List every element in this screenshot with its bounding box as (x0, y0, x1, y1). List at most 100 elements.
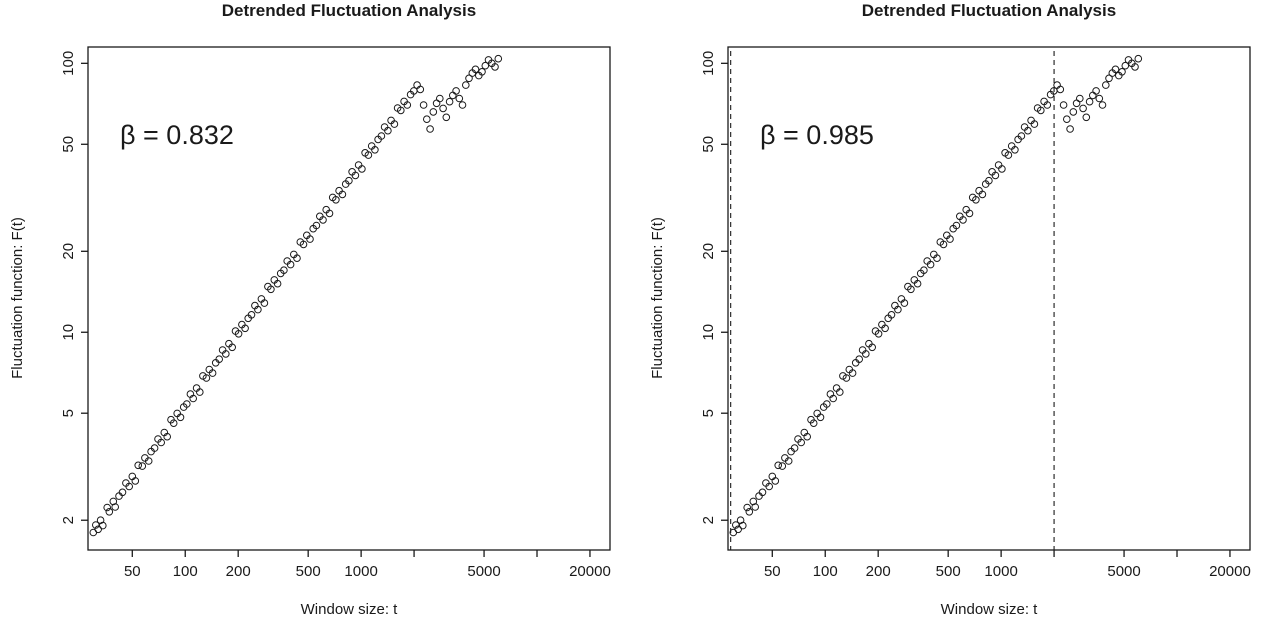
data-point (1076, 94, 1084, 103)
data-point (176, 413, 185, 422)
dfa-panel-left: Detrended Fluctuation Analysis Window si… (9, 1, 611, 618)
data-point (1059, 101, 1068, 109)
data-point (874, 330, 883, 338)
data-point (196, 388, 204, 396)
data-point (797, 438, 805, 447)
data-point (183, 400, 191, 408)
x-tick-label: 5000 (467, 563, 500, 580)
data-point (118, 488, 127, 497)
data-point (1111, 65, 1120, 74)
data-point (312, 221, 321, 230)
data-point (1118, 68, 1126, 76)
data-point (1043, 101, 1052, 109)
y-tick-label: 50 (60, 136, 77, 153)
dfa-chart-right-svg: Detrended Fluctuation Analysis Window si… (649, 1, 1251, 618)
x-tick-label: 5000 (1107, 563, 1140, 580)
data-point (848, 369, 857, 377)
dfa-chart-left-svg: Detrended Fluctuation Analysis Window si… (9, 1, 611, 618)
y-tick-label: 20 (700, 243, 717, 260)
data-point (881, 324, 889, 333)
data-point (1121, 61, 1130, 70)
data-point (933, 254, 941, 263)
data-point (913, 279, 922, 288)
data-point (163, 432, 171, 441)
data-point (94, 525, 102, 534)
data-point (228, 343, 236, 352)
y-tick-label: 2 (700, 516, 717, 524)
data-point (449, 91, 457, 100)
data-point (743, 503, 751, 512)
data-point (494, 54, 503, 63)
data-point (900, 299, 909, 307)
data-point (920, 266, 928, 275)
data-point (150, 444, 159, 452)
x-tick-label: 1000 (984, 563, 1017, 580)
data-point (758, 488, 767, 497)
data-point (364, 151, 373, 159)
x-tick-label: 100 (173, 563, 198, 580)
data-point (855, 355, 863, 364)
data-point (1089, 91, 1097, 100)
y-tick-label: 50 (700, 136, 717, 153)
data-point (138, 462, 147, 470)
data-point (458, 101, 467, 109)
data-point (771, 477, 780, 485)
data-point (105, 508, 114, 516)
data-point (991, 171, 1000, 180)
y-tick-label: 10 (60, 324, 77, 341)
data-point (939, 240, 948, 249)
data-point (734, 525, 742, 534)
data-point (868, 343, 876, 352)
data-point (241, 324, 249, 333)
data-point (978, 190, 987, 199)
data-point (774, 461, 782, 470)
data-point (1092, 87, 1100, 95)
y-tick-label: 20 (60, 243, 77, 260)
data-point (462, 81, 470, 89)
data-point (125, 482, 133, 491)
data-point (111, 503, 119, 511)
data-point (338, 190, 347, 199)
beta-annotation: β = 0.985 (760, 120, 874, 150)
data-point (293, 254, 301, 263)
data-point (332, 196, 340, 204)
chart-title: Detrended Fluctuation Analysis (862, 1, 1116, 20)
data-point (1082, 113, 1091, 122)
data-point (1102, 81, 1110, 89)
y-tick-label: 5 (700, 409, 717, 417)
x-tick-label: 50 (124, 563, 141, 580)
data-point (894, 305, 902, 314)
data-point (445, 97, 454, 106)
data-point (247, 311, 256, 319)
data-point (452, 87, 460, 95)
data-point (384, 126, 392, 135)
data-point (809, 419, 818, 428)
data-point (432, 99, 441, 108)
data-point (115, 492, 123, 500)
data-point (169, 419, 178, 428)
data-point (887, 311, 896, 319)
data-point (351, 171, 360, 180)
data-point (1134, 54, 1143, 63)
data-point (377, 132, 386, 140)
data-point (280, 266, 288, 275)
data-point (1098, 101, 1107, 109)
data-point (998, 165, 1006, 173)
x-tick-label: 500 (296, 563, 321, 580)
beta-annotation: β = 0.832 (120, 120, 234, 150)
y-tick-label: 100 (700, 51, 717, 76)
data-point (286, 260, 295, 269)
data-point (751, 503, 759, 511)
x-tick-label: 20000 (1209, 563, 1251, 580)
data-point (429, 108, 438, 116)
data-point (959, 216, 967, 224)
data-point (131, 477, 140, 485)
x-tick-label: 200 (226, 563, 251, 580)
y-tick-label: 100 (60, 51, 77, 76)
data-point (215, 355, 223, 364)
data-point (423, 115, 431, 123)
data-point (208, 369, 217, 377)
data-point (157, 438, 165, 447)
data-point (790, 444, 799, 452)
data-point (319, 216, 327, 224)
